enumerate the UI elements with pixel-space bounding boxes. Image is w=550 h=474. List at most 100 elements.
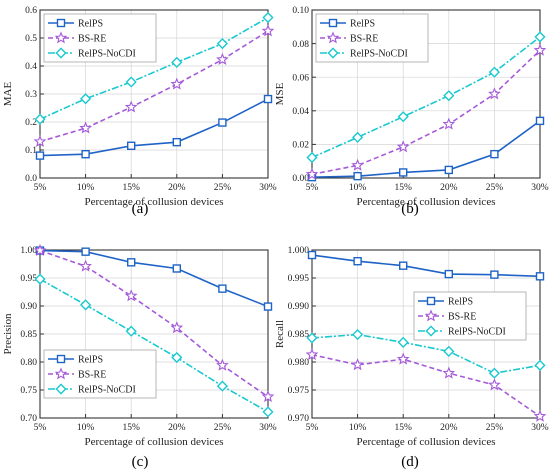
panel-label: (d)	[401, 454, 419, 470]
y-tick-label: 0.4	[25, 62, 37, 72]
x-tick-label: 25%	[214, 183, 232, 193]
chart-panel-4: 0.9700.9750.9800.9850.9900.9951.0005% 10%…	[274, 246, 549, 470]
legend-entry: RelPS	[78, 355, 103, 366]
x-tick-label: 15%	[122, 183, 140, 193]
x-tick-label: 20%	[440, 423, 458, 433]
legend-entry: RelPS-NoCDI	[78, 385, 136, 396]
x-tick-label: 10%	[77, 423, 95, 433]
y-tick-label: 0.10	[292, 6, 309, 16]
panel-label: (b)	[401, 201, 419, 217]
x-tick-label: 30%	[531, 183, 549, 193]
x-tick-label: 15%	[122, 423, 140, 433]
x-tick-label: 10%	[349, 423, 367, 433]
x-tick-label: 5%	[34, 423, 47, 433]
y-tick-label: 0.3	[25, 90, 37, 100]
legend-entry: RelPS-NoCDI	[448, 327, 506, 338]
legend-entry: BS-RE	[448, 312, 476, 323]
y-tick-label: 0.975	[288, 386, 310, 396]
data-point	[265, 96, 272, 103]
y-tick-label: 0.08	[292, 40, 309, 50]
y-axis-label: MAE	[2, 82, 14, 107]
x-tick-label: 5%	[306, 423, 319, 433]
y-tick-label: 0.75	[20, 386, 37, 396]
panel-label: (a)	[132, 201, 149, 217]
x-tick-label: 10%	[77, 183, 95, 193]
x-tick-label: 25%	[486, 183, 504, 193]
legend-entry: RelPS	[448, 297, 473, 308]
legend: RelPS BS-RE RelPS-NoCDI	[414, 292, 526, 340]
legend: RelPS BS-RE RelPS-NoCDI	[44, 14, 156, 62]
data-point	[354, 173, 361, 180]
y-axis-label: MSE	[274, 82, 286, 105]
y-tick-label: 0.985	[288, 330, 310, 340]
y-axis-label: Precision	[2, 313, 14, 354]
data-point	[537, 117, 544, 124]
data-point	[173, 139, 180, 146]
y-tick-label: 0.5	[25, 34, 37, 44]
y-tick-label: 0.980	[288, 358, 310, 368]
y-tick-label: 0.02	[292, 141, 309, 151]
x-tick-label: 10%	[349, 183, 367, 193]
data-point	[354, 258, 361, 265]
y-tick-label: 1.00	[20, 246, 37, 256]
data-point	[37, 152, 44, 159]
y-tick-label: 0.990	[288, 302, 310, 312]
x-tick-label: 25%	[486, 423, 504, 433]
x-tick-label: 5%	[34, 183, 47, 193]
data-point	[128, 142, 135, 149]
y-axis-label: Recall	[274, 320, 286, 348]
y-tick-label: 0.80	[20, 358, 37, 368]
chart-panel-2: 0.000.020.040.060.080.105% 10% 15% 20% 25% 30…	[274, 6, 549, 217]
x-tick-label: 30%	[259, 423, 277, 433]
x-tick-label: 25%	[214, 423, 232, 433]
legend-entry: RelPS-NoCDI	[78, 49, 136, 60]
data-point	[82, 151, 89, 158]
x-axis-label: Percentage of collusion devices	[357, 196, 496, 208]
data-point	[400, 262, 407, 269]
legend-marker	[330, 20, 337, 27]
x-tick-label: 20%	[440, 183, 458, 193]
legend-entry: BS-RE	[78, 34, 106, 45]
chart-panel-3: 0.700.750.800.850.900.951.005% 10% 15% 20% 2…	[2, 245, 277, 470]
y-tick-label: 0.85	[20, 330, 37, 340]
data-point	[219, 285, 226, 292]
legend: RelPS BS-RE RelPS-NoCDI	[316, 14, 428, 62]
x-tick-label: 30%	[259, 183, 277, 193]
data-point	[82, 248, 89, 255]
x-tick-label: 15%	[394, 183, 412, 193]
x-tick-label: 20%	[168, 183, 186, 193]
y-tick-label: 0.06	[292, 73, 309, 83]
legend-entry: RelPS-NoCDI	[350, 49, 408, 60]
x-tick-label: 5%	[306, 183, 319, 193]
data-point	[445, 271, 452, 278]
data-point	[309, 252, 316, 259]
x-tick-label: 30%	[531, 423, 549, 433]
legend-entry: RelPS	[350, 19, 375, 30]
data-point	[128, 259, 135, 266]
y-tick-label: 0.995	[288, 274, 310, 284]
data-point	[219, 119, 226, 126]
legend-entry: BS-RE	[350, 34, 378, 45]
panel-label: (c)	[132, 454, 149, 470]
data-point	[537, 273, 544, 280]
x-tick-label: 15%	[394, 423, 412, 433]
y-tick-label: 0.04	[292, 107, 309, 117]
chart-panel-1: 0.00.10.20.30.40.50.65% 10% 15% 20% 25% 30%Pe…	[2, 6, 277, 217]
y-tick-label: 0.6	[25, 6, 37, 16]
legend-entry: BS-RE	[78, 370, 106, 381]
y-tick-label: 0.1	[25, 146, 37, 156]
data-point	[445, 166, 452, 173]
legend-marker	[428, 298, 435, 305]
legend-entry: RelPS	[78, 19, 103, 30]
data-point	[400, 169, 407, 176]
legend: RelPS BS-RE RelPS-NoCDI	[44, 350, 156, 398]
legend-marker	[58, 356, 65, 363]
data-point	[491, 271, 498, 278]
data-point	[265, 303, 272, 310]
x-tick-label: 20%	[168, 423, 186, 433]
y-tick-label: 0.90	[20, 302, 37, 312]
data-point	[173, 265, 180, 272]
x-axis-label: Percentage of collusion devices	[85, 196, 224, 208]
y-tick-label: 1.000	[288, 246, 310, 256]
